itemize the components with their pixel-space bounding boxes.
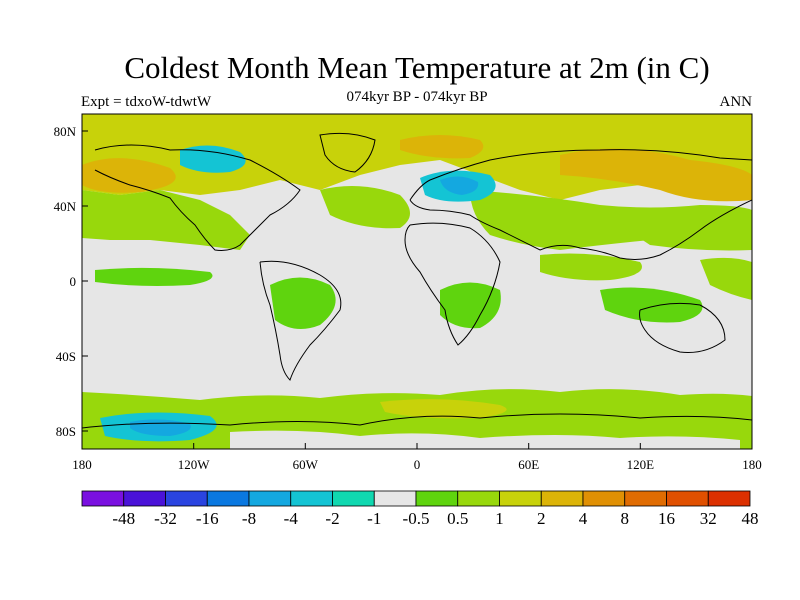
tropical-patch-east-pacific (95, 267, 213, 286)
lon-tick-label: 60E (518, 457, 539, 472)
baltic-cold-core (440, 176, 479, 195)
colorbar-label: 2 (537, 509, 546, 528)
colorbar-box (540, 490, 584, 507)
colorbar-labels: -48 -32 -16 -8 -4 -2 -1 -0.5 0.5 1 2 4 8 16 32 48 (112, 509, 758, 528)
coast-south-america (259, 260, 342, 381)
colorbar-label: -0.5 (403, 509, 430, 528)
colorbar-box (624, 490, 667, 507)
colorbar-box (248, 490, 292, 507)
southern-ocean-warm (380, 399, 507, 419)
south-america-patch (270, 277, 336, 329)
africa-patch (440, 282, 501, 329)
plot-title: Coldest Month Mean Temperature at 2m (in… (124, 50, 710, 85)
colorbar-label: -1 (367, 509, 381, 528)
coastlines (82, 132, 752, 429)
colorbar-label: 32 (700, 509, 717, 528)
colorbar-label: -4 (284, 509, 299, 528)
arctic-warm-band (82, 114, 752, 200)
arctic-strong-warm (82, 158, 176, 193)
colorbar-label: -16 (196, 509, 219, 528)
colorbar-box (373, 490, 417, 507)
maritime-patch (600, 287, 703, 323)
colorbar-box (415, 490, 459, 507)
lat-tick-label: 40N (54, 199, 77, 214)
season-label: ANN (719, 94, 753, 110)
lat-tick-label: 0 (70, 274, 77, 289)
colorbar-label: -48 (112, 509, 135, 528)
siberia-warm (560, 148, 752, 202)
lat-tick-label: 40S (56, 349, 76, 364)
coast-australia (639, 302, 726, 353)
coast-greenland (319, 132, 376, 173)
colorbar-label: 0.5 (447, 509, 468, 528)
lon-tick-label: 180 (742, 457, 762, 472)
colorbar-label: -32 (154, 509, 177, 528)
lon-tick-label: 0 (414, 457, 421, 472)
lon-tick-label: 60W (293, 457, 319, 472)
coast-eurasia (409, 149, 752, 260)
colorbar-label: -8 (242, 509, 256, 528)
pacific-north-band (620, 219, 752, 251)
north-atlantic-band (320, 186, 410, 229)
longitude-axis: 180 120W 60W 0 60E 120E 180 (72, 443, 762, 472)
antarctic-inland-neutral (230, 430, 740, 449)
coast-antarctica (82, 413, 752, 429)
latitude-axis: 80N 40N 0 40S 80S (54, 124, 88, 439)
europe-warm (400, 135, 484, 159)
lon-tick-label: 120E (627, 457, 655, 472)
lat-tick-label: 80N (54, 124, 77, 139)
lat-tick-label: 80S (56, 424, 76, 439)
colorbar-box (81, 490, 125, 507)
colorbar-box (165, 490, 208, 507)
experiment-label: Expt = tdxoW-tdwtW (81, 94, 212, 110)
map-fill-layer (82, 114, 752, 449)
north-mid-band (82, 190, 250, 250)
colorbar-box (123, 490, 166, 507)
colorbar-box (707, 490, 751, 507)
colorbar-box (206, 490, 250, 507)
plot-subtitle: 074kyr BP - 074kyr BP (346, 89, 488, 105)
colorbar-box (332, 490, 375, 507)
canada-cold-patch (180, 145, 246, 173)
colorbar-boxes (81, 490, 751, 507)
colorbar-box (499, 490, 542, 507)
coast-north-america (94, 144, 301, 251)
lon-tick-label: 180 (72, 457, 92, 472)
colorbar-label: 4 (579, 509, 588, 528)
colorbar-label: 8 (621, 509, 630, 528)
west-pacific-patch (700, 257, 752, 300)
colorbar-box (457, 490, 500, 507)
colorbar-label: 1 (495, 509, 504, 528)
indian-ocean-patch (540, 253, 642, 281)
coast-africa (404, 222, 501, 346)
colorbar-box (666, 490, 709, 507)
colorbar-label: -2 (325, 509, 339, 528)
colorbar-label: 16 (658, 509, 675, 528)
lon-tick-label: 120W (178, 457, 211, 472)
colorbar-label: 48 (742, 509, 759, 528)
colorbar-box (290, 490, 333, 507)
colorbar-box (582, 490, 626, 507)
